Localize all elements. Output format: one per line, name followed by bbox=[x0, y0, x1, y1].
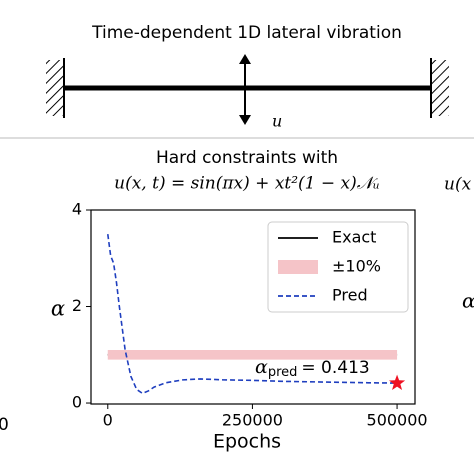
y-axis-label: α bbox=[51, 297, 65, 321]
x-tick-label: 500000 bbox=[367, 411, 428, 430]
legend-label: Pred bbox=[332, 286, 368, 305]
annotation: αpred = 0.413 bbox=[255, 356, 370, 380]
diagram: Time-dependent 1D lateral vibration u bbox=[0, 23, 474, 139]
legend-swatch bbox=[278, 260, 318, 274]
annotation-text: = 0.413 bbox=[301, 358, 369, 378]
edge-fragment: α bbox=[462, 289, 474, 313]
x-axis-label: Epochs bbox=[213, 431, 281, 453]
arrow-label: u bbox=[272, 112, 282, 131]
edge-fragment: u(x bbox=[444, 175, 472, 195]
chart-subtitle: u(x, t) = sin(πx) + xt²(1 − x)𝒩ᵤ bbox=[114, 174, 380, 194]
legend-label: Exact bbox=[332, 228, 376, 247]
diagram-title: Time-dependent 1D lateral vibration bbox=[91, 23, 402, 43]
star-marker bbox=[388, 374, 406, 390]
annotation-subscript: pred bbox=[268, 365, 298, 380]
edge-fragment: 0 bbox=[0, 415, 9, 435]
plot-frame bbox=[90, 209, 416, 405]
y-tick-label: 4 bbox=[72, 200, 82, 219]
legend-box bbox=[267, 221, 409, 313]
y-tick-label: 0 bbox=[72, 393, 82, 412]
legend-label: ±10% bbox=[332, 257, 381, 276]
chart-title: Hard constraints with bbox=[156, 148, 338, 168]
wall-left bbox=[46, 60, 64, 116]
series-line bbox=[106, 234, 398, 395]
wall-right bbox=[431, 60, 449, 116]
y-tick-label: 2 bbox=[72, 296, 82, 315]
band bbox=[107, 349, 398, 360]
annotation-symbol: α bbox=[255, 356, 268, 378]
x-tick-label: 0 bbox=[103, 411, 113, 430]
x-tick-label: 250000 bbox=[222, 411, 283, 430]
